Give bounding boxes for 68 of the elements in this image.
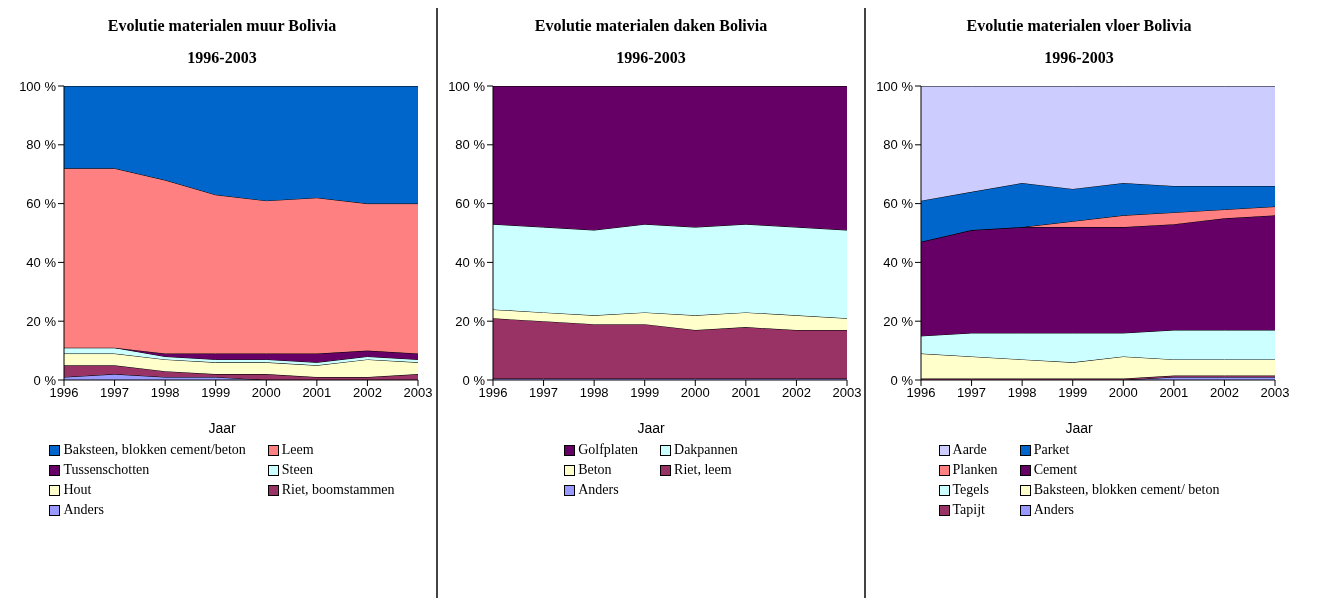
x-tick-label: 1998 [579,385,609,401]
x-axis-title: Jaar [637,420,665,436]
y-tick-label: 80 % [26,137,57,153]
legend-label: Parket [1033,442,1070,458]
legend-label: Anders [1033,502,1075,518]
y-tick-label: 60 % [26,196,57,212]
x-tick-label: 2000 [680,385,710,401]
legend-label: Riet, leem [674,462,732,478]
x-tick-label: 2000 [251,385,281,401]
x-tick-label: 2002 [781,385,811,401]
y-tick-label: 60 % [883,196,914,212]
x-tick-label: 1996 [478,385,508,401]
x-tick-label: 1997 [529,385,559,401]
legend-label: Steen [281,462,313,478]
y-tick-label: 0 % [462,372,486,388]
x-tick-label: 1999 [1058,385,1088,401]
chart-title: Evolutie materialen vloer Bolivia 1996-2003 [966,16,1192,68]
x-tick-label: 1998 [1007,385,1037,401]
y-tick-label: 0 % [890,372,914,388]
y-tick-label: 40 % [883,255,914,271]
y-tick-label: 80 % [455,137,486,153]
legend-label: Hout [63,482,92,498]
legend-label: Aarde [952,442,987,458]
y-tick-label: 100 % [448,78,486,94]
legend-label: Tegels [952,482,989,498]
legend-label: Tussenschotten [63,462,150,478]
x-tick-label: 1997 [100,385,130,401]
legend-label: Tapijt [952,502,985,518]
y-tick-label: 80 % [883,137,914,153]
legend-label: Leem [281,442,314,458]
chart-title: Evolutie materialen muur Bolivia 1996-2003 [107,16,337,68]
x-axis-title: Jaar [1065,420,1093,436]
x-tick-label: 2003 [403,385,433,401]
legend-label: Cement [1033,462,1078,478]
x-tick-label: 2002 [1209,385,1239,401]
y-tick-label: 20 % [883,313,914,329]
legend-label: Riet, boomstammen [281,482,395,498]
legend-label: Beton [578,462,612,478]
legend-label: Baksteen, blokken cement/ beton [1033,482,1220,498]
legend-label: Baksteen, blokken cement/beton [63,442,246,458]
x-axis-title: Jaar [208,420,236,436]
x-tick-label: 1999 [630,385,660,401]
x-tick-label: 1998 [150,385,180,401]
legend-label: Planken [952,462,998,478]
y-tick-label: 0 % [33,372,57,388]
x-tick-label: 2001 [731,385,761,401]
y-tick-label: 100 % [876,78,914,94]
x-tick-label: 2003 [1260,385,1290,401]
legend-label: Golfplaten [578,442,639,458]
y-tick-label: 60 % [455,196,486,212]
y-tick-label: 20 % [455,313,486,329]
x-tick-label: 2001 [1159,385,1189,401]
x-tick-label: 2003 [832,385,862,401]
x-tick-label: 1996 [906,385,936,401]
y-tick-label: 20 % [26,313,57,329]
y-tick-label: 40 % [26,255,57,271]
chart-title: Evolutie materialen daken Bolivia 1996-2003 [534,16,768,68]
legend-label: Dakpannen [674,442,738,458]
y-tick-label: 40 % [455,255,486,271]
x-tick-label: 2000 [1108,385,1138,401]
legend-label: Anders [578,482,619,498]
x-tick-label: 1996 [49,385,79,401]
y-tick-label: 100 % [19,78,57,94]
x-tick-label: 1999 [201,385,231,401]
x-tick-label: 2002 [352,385,382,401]
x-tick-label: 2001 [302,385,332,401]
legend-label: Anders [63,502,104,518]
x-tick-label: 1997 [957,385,987,401]
